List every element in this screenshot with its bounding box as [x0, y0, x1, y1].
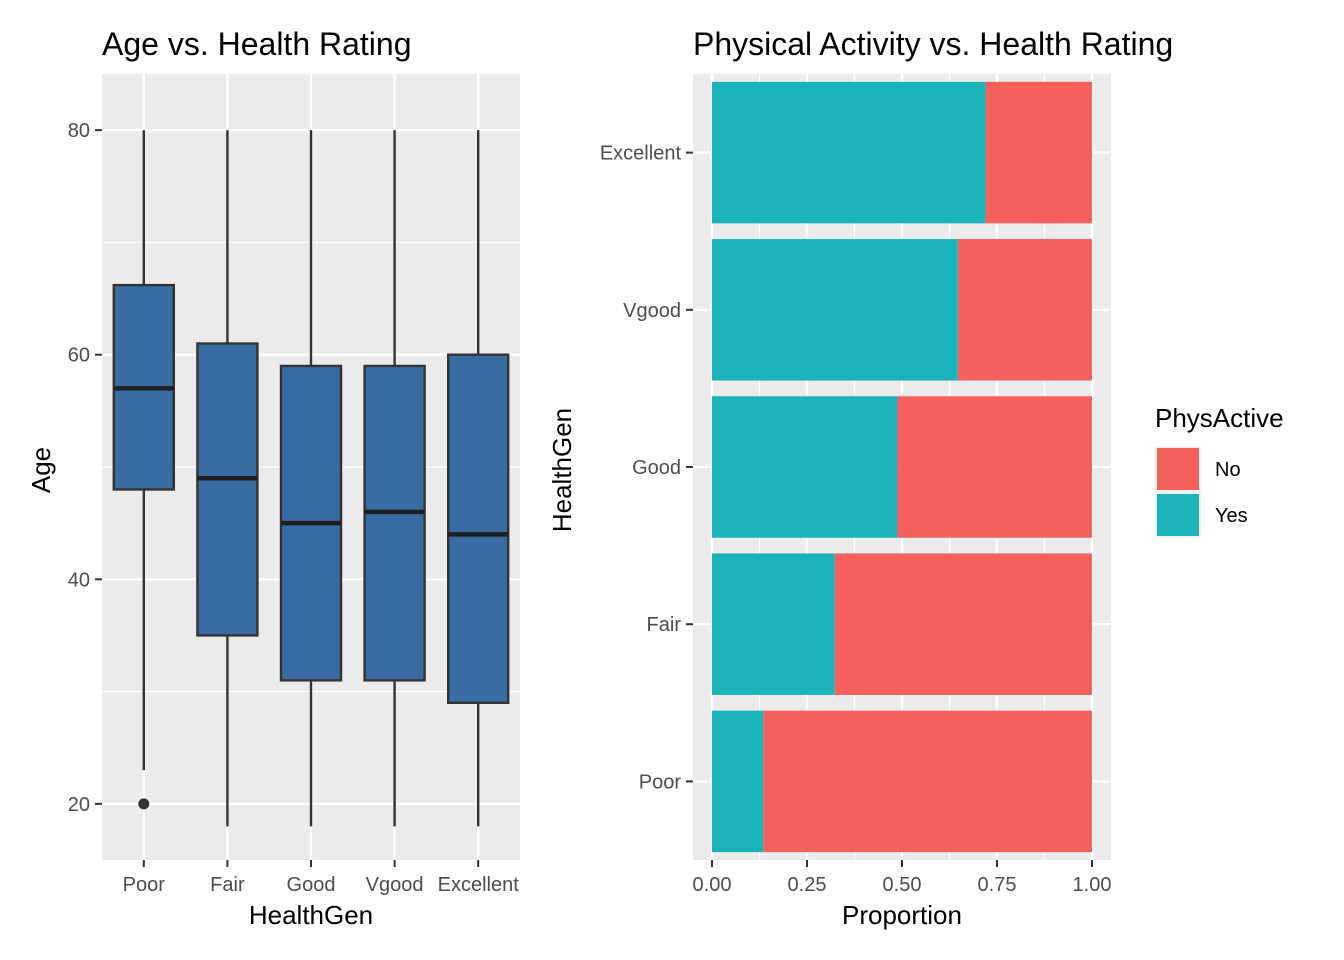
y-tick-label: 40 [68, 569, 90, 591]
outlier-point [138, 798, 150, 810]
legend-label-no: No [1215, 459, 1241, 481]
bar-segment-no [763, 710, 1092, 853]
x-tick-label: Vgood [366, 874, 424, 896]
bar-row-fair [712, 553, 1092, 695]
iqr-box [363, 364, 426, 682]
y-tick-label: Excellent [600, 143, 682, 165]
legend-swatch-no [1157, 448, 1199, 490]
boxplot-marks [112, 130, 510, 827]
bar-segment-no [834, 553, 1092, 695]
box-fair [196, 130, 259, 827]
legend-swatch-yes [1157, 494, 1199, 536]
x-tick-label: Excellent [438, 874, 520, 896]
bar-segment-yes [712, 396, 898, 538]
x-tick-label: Poor [123, 874, 166, 896]
boxplot-axes: 20 40 60 80 Poor Fair Good Vgood Excellent [68, 120, 519, 896]
y-tick-label: 20 [68, 794, 90, 816]
bar-segment-yes [712, 710, 764, 853]
box-vgood [363, 130, 426, 827]
x-tick-label: Good [287, 874, 336, 896]
box-good [279, 130, 343, 827]
iqr-box [196, 342, 259, 637]
bar-x-axis-title: Proportion [842, 900, 962, 930]
legend: PhysActive No Yes [1155, 403, 1284, 538]
bar-segment-yes [712, 239, 958, 381]
bar-row-poor [712, 710, 1092, 853]
boxplot-y-axis-title: Age [26, 447, 56, 493]
bar-segment-yes [712, 553, 835, 695]
y-tick-label: Fair [647, 614, 682, 636]
box-poor [112, 130, 176, 810]
bar-marks [712, 81, 1092, 853]
bar-segment-yes [712, 81, 986, 224]
x-tick-label: 1.00 [1073, 874, 1112, 896]
bar-segment-no [957, 239, 1092, 381]
iqr-box [447, 353, 510, 705]
bar-row-excellent [712, 81, 1092, 224]
x-tick-label: 0.50 [883, 874, 922, 896]
x-tick-label: 0.00 [693, 874, 732, 896]
bar-segment-no [985, 81, 1092, 224]
bar-axes: Poor Fair Good Vgood Excellent 0.00 0.25 0.50 0.… [600, 143, 1112, 896]
legend-label-yes: Yes [1215, 505, 1248, 527]
boxplot-title: Age vs. Health Rating [102, 26, 412, 62]
y-tick-label: Poor [639, 771, 682, 793]
box-excellent [447, 130, 510, 827]
y-tick-label: 60 [68, 345, 90, 367]
bar-row-vgood [712, 239, 1092, 381]
bar-title: Physical Activity vs. Health Rating [693, 26, 1173, 62]
bar-row-good [712, 396, 1092, 538]
y-tick-label: Good [632, 457, 681, 479]
bar-y-axis-title: HealthGen [547, 408, 577, 532]
x-tick-label: 0.75 [978, 874, 1017, 896]
legend-title: PhysActive [1155, 403, 1284, 433]
x-tick-label: 0.25 [788, 874, 827, 896]
boxplot-x-axis-title: HealthGen [249, 900, 373, 930]
bar-segment-no [897, 396, 1092, 538]
x-tick-label: Fair [210, 874, 245, 896]
y-tick-label: Vgood [623, 300, 681, 322]
boxplot-panel: Age vs. Health Rating 20 40 60 80 Poor Fair Go… [26, 26, 520, 930]
bar-panel: Physical Activity vs. Health Rating Poor… [547, 26, 1173, 930]
y-tick-label: 80 [68, 120, 90, 142]
